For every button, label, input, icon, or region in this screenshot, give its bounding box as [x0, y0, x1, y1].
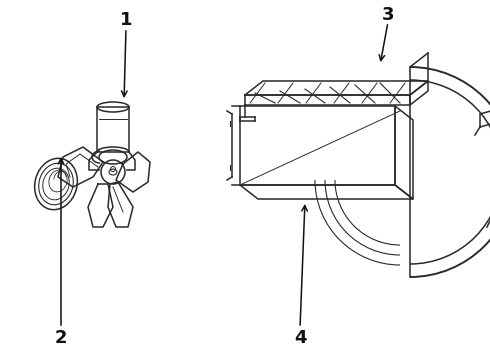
Text: 2: 2: [55, 329, 67, 347]
Text: 4: 4: [294, 329, 306, 347]
Text: 1: 1: [120, 11, 132, 29]
Text: 3: 3: [382, 6, 394, 24]
